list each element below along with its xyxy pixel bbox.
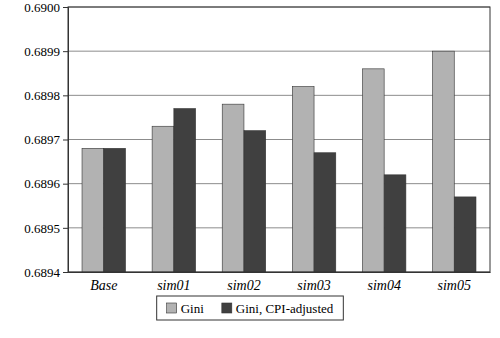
category-label: Base <box>90 278 117 293</box>
tick: 0.6899 <box>24 44 68 59</box>
y-axis: 0.6894 0.6895 0.6896 0.6897 0.6898 0.6899 0.69… <box>24 0 68 280</box>
legend-label: Gini, CPI-adjusted <box>236 301 334 316</box>
grid-line <box>68 51 490 52</box>
tick-mark <box>63 272 68 273</box>
bar <box>292 87 314 273</box>
tick: 0.6900 <box>24 0 68 15</box>
legend-label: Gini <box>181 301 205 316</box>
tick-label: 0.6900 <box>24 0 60 15</box>
tick: sim05 <box>438 272 471 293</box>
tick: 0.6898 <box>24 88 68 103</box>
grid <box>68 7 490 272</box>
tick-label: 0.6899 <box>24 44 60 59</box>
bar <box>433 51 455 272</box>
tick-mark <box>63 184 68 185</box>
tick-label: 0.6898 <box>24 88 60 103</box>
bar <box>384 175 406 272</box>
legend-item: Gini <box>167 301 205 316</box>
series <box>82 51 454 272</box>
bar <box>244 131 266 272</box>
legend-swatch <box>222 303 232 313</box>
tick: sim04 <box>367 272 400 293</box>
category-label: sim01 <box>157 278 190 293</box>
category-label: sim05 <box>438 278 471 293</box>
category-label: sim04 <box>367 278 400 293</box>
plot-frame <box>68 7 490 272</box>
tick-mark <box>63 95 68 96</box>
x-axis: Base sim01 sim02 sim03 sim04 sim05 <box>69 272 491 293</box>
tick: 0.6896 <box>24 176 68 191</box>
tick-mark <box>63 51 68 52</box>
bar <box>222 104 244 272</box>
legend-box <box>157 296 344 320</box>
tick-label: 0.6894 <box>24 265 60 280</box>
legend-item: Gini, CPI-adjusted <box>222 301 334 316</box>
tick: sim03 <box>297 272 330 293</box>
tick-label: 0.6896 <box>24 176 60 191</box>
tick-mark <box>63 228 68 229</box>
tick: sim01 <box>157 272 190 293</box>
plot: 0.6894 0.6895 0.6896 0.6897 0.6898 0.6899 0.69… <box>24 0 490 293</box>
tick-mark <box>63 7 68 8</box>
bar <box>362 69 384 272</box>
bar <box>152 126 174 272</box>
tick: 0.6897 <box>24 132 68 147</box>
bar <box>454 197 476 272</box>
tick-mark <box>63 140 68 141</box>
category-label: sim02 <box>227 278 260 293</box>
grid-line <box>68 139 490 140</box>
bar <box>104 148 126 272</box>
chart: 0.6894 0.6895 0.6896 0.6897 0.6898 0.6899 0.69… <box>0 0 500 338</box>
category-label: sim03 <box>297 278 330 293</box>
bar <box>314 153 336 272</box>
tick: Base <box>90 272 117 293</box>
x-axis-line <box>69 272 491 273</box>
grid-line <box>68 227 490 228</box>
bar <box>82 148 104 272</box>
tick-label: 0.6897 <box>24 132 60 147</box>
bar <box>174 109 196 272</box>
grid-line <box>68 183 490 184</box>
tick: sim02 <box>227 272 260 293</box>
tick: 0.6894 <box>24 265 68 280</box>
y-axis-line <box>63 8 69 273</box>
tick: 0.6895 <box>24 220 68 235</box>
legend: Gini Gini, CPI-adjusted <box>157 296 344 320</box>
grid-line <box>68 95 490 96</box>
legend-swatch <box>167 303 177 313</box>
series <box>104 109 476 272</box>
tick-label: 0.6895 <box>24 220 60 235</box>
bars <box>82 51 476 272</box>
